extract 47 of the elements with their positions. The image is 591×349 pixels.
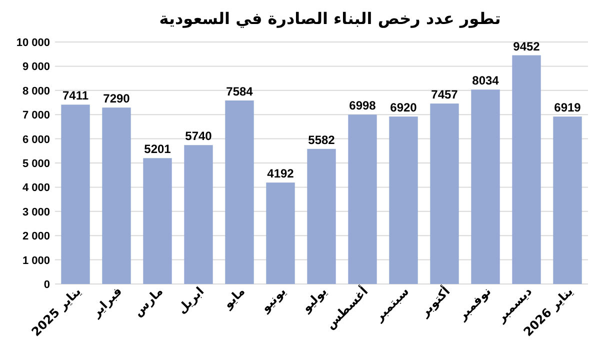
- bar: [225, 100, 254, 284]
- data-label: 5740: [185, 129, 212, 144]
- y-tick-label: 3 000: [22, 206, 50, 218]
- y-tick-label: 6 000: [22, 134, 50, 146]
- y-tick-label: 4 000: [22, 182, 50, 194]
- y-tick-label: 10 000: [16, 37, 50, 49]
- x-tick-label: فبراير: [88, 284, 125, 321]
- y-tick-label: 7 000: [22, 110, 50, 122]
- x-tick-label: مارس: [130, 284, 166, 320]
- data-label: 4192: [267, 166, 294, 181]
- bar: [348, 114, 377, 284]
- bar: [184, 145, 213, 284]
- data-label: 7411: [62, 88, 89, 103]
- bar: [471, 90, 500, 284]
- data-label: 5201: [144, 142, 172, 156]
- data-label: 9452: [513, 39, 540, 54]
- y-tick-label: 1 000: [22, 254, 50, 267]
- x-tick-label: يوليو: [298, 284, 330, 316]
- bar: [143, 158, 172, 284]
- y-tick-label: 9 000: [22, 61, 50, 74]
- y-tick-label: 5 000: [22, 158, 50, 170]
- y-tick-label: 2 000: [22, 230, 50, 243]
- data-label: 6920: [390, 100, 418, 115]
- bar: [430, 104, 459, 284]
- x-tick-label: سبتمبر: [371, 284, 412, 325]
- bar: [307, 148, 336, 284]
- data-label: 6919: [554, 100, 582, 115]
- bar: [512, 55, 541, 284]
- data-label: 6998: [349, 98, 376, 113]
- bar: [102, 108, 131, 284]
- x-tick-label: ابريل: [174, 284, 207, 316]
- data-label: 8034: [472, 74, 500, 88]
- bar: [61, 104, 90, 284]
- x-tick-label: مايو: [220, 284, 248, 312]
- x-tick-label: يونيو: [258, 284, 289, 316]
- data-label: 7457: [431, 88, 458, 102]
- x-tick-label: أكتوبر: [416, 284, 453, 320]
- bar: [266, 182, 295, 284]
- y-tick-label: 8 000: [22, 85, 50, 98]
- chart-title: تطور عدد رخص البناء الصادرة في السعودية: [159, 9, 501, 28]
- data-label: 5582: [308, 132, 336, 147]
- y-tick-label: 0: [44, 279, 50, 291]
- bar: [553, 116, 582, 284]
- data-label: 7584: [226, 84, 254, 98]
- bar: [389, 116, 418, 284]
- x-tick-label: نوفمبر: [454, 284, 494, 324]
- data-label: 7290: [103, 92, 130, 106]
